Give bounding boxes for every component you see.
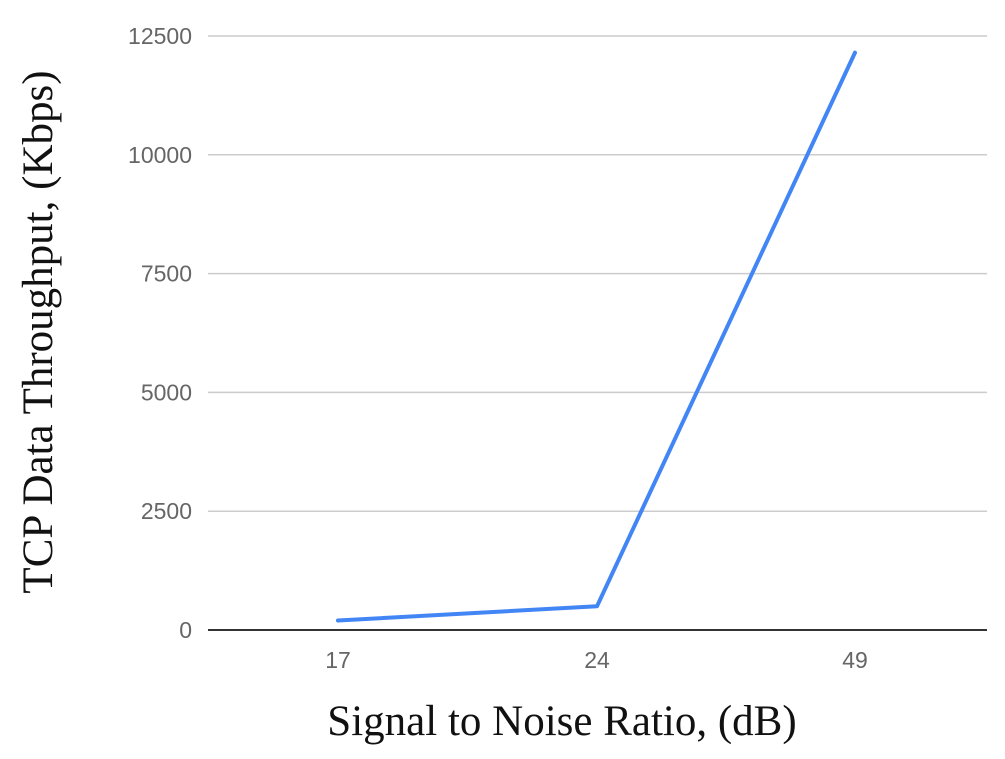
y-tick-label: 0 [179,617,192,643]
x-tick-label: 49 [842,647,868,673]
series-line [336,50,857,623]
series-lines [336,50,857,623]
gridlines [208,35,987,631]
y-tick-label: 10000 [128,142,192,168]
x-tick-label: 17 [325,647,351,673]
x-tick-labels: 17 24 49 [325,647,868,673]
y-axis-title: TCP Data Throughput, (Kbps) [15,70,62,593]
y-tick-label: 12500 [128,23,192,49]
x-tick-label: 24 [584,647,610,673]
y-tick-labels: 0 2500 5000 7500 10000 12500 [128,23,192,643]
x-axis-title: Signal to Noise Ratio, (dB) [327,698,796,745]
y-tick-label: 5000 [141,379,192,405]
y-tick-label: 2500 [141,498,192,524]
y-tick-label: 7500 [141,261,192,287]
